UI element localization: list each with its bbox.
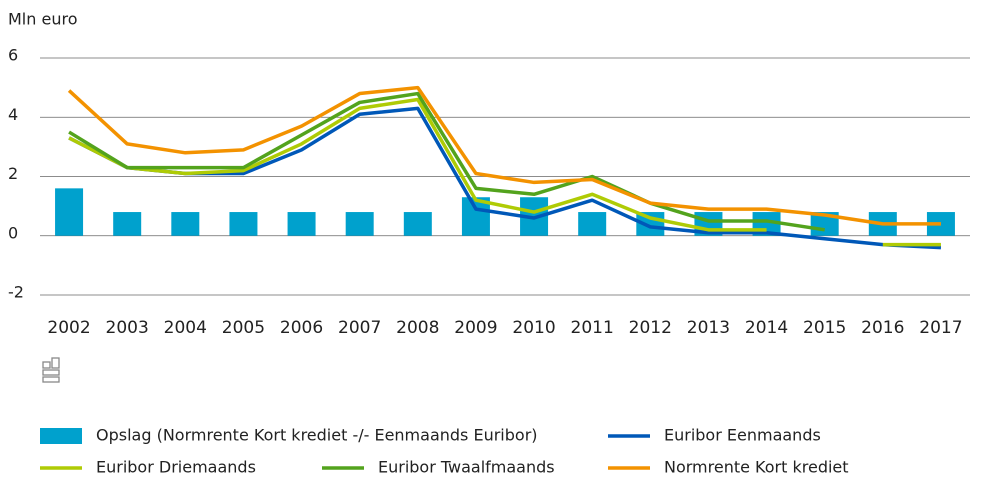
x-tick-label: 2004: [164, 318, 207, 338]
x-tick-label: 2012: [629, 318, 672, 338]
x-tick-label: 2006: [280, 318, 323, 338]
x-tick-label: 2005: [222, 318, 265, 338]
x-tick-label: 2011: [571, 318, 614, 338]
line: [68, 91, 825, 232]
line: [68, 97, 941, 247]
y-tick-label: 4: [8, 105, 18, 124]
legend-label: Euribor Eenmaands: [664, 426, 821, 445]
x-tick-label: 2007: [338, 318, 381, 338]
cbs-logo: [42, 357, 60, 383]
x-tick-label: 2010: [512, 318, 555, 338]
y-tick-label: 2: [8, 164, 18, 183]
x-tick-label: 2009: [454, 318, 497, 338]
y-axis-label: Mln euro: [8, 10, 77, 29]
x-tick-label: 2016: [861, 318, 904, 338]
x-tick-label: 2002: [47, 318, 90, 338]
legend-label: Euribor Twaalfmaands: [378, 458, 555, 477]
y-tick-label: 6: [8, 46, 18, 65]
bar: [345, 212, 374, 236]
legend-label: Euribor Driemaands: [96, 458, 256, 477]
legend-swatch: [40, 428, 82, 444]
bar: [171, 212, 200, 236]
bar: [229, 212, 258, 236]
line: [67, 85, 941, 226]
x-tick-label: 2015: [803, 318, 846, 338]
x-tick-label: 2003: [106, 318, 149, 338]
bar: [55, 188, 84, 236]
legend-label: Normrente Kort krediet: [664, 458, 849, 477]
bar: [403, 212, 432, 236]
y-tick-label: -2: [8, 283, 24, 302]
x-tick-label: 2017: [919, 318, 962, 338]
y-tick-label: 0: [8, 223, 18, 242]
x-tick-label: 2013: [687, 318, 730, 338]
x-tick-label: 2008: [396, 318, 439, 338]
bar: [578, 212, 607, 236]
bar: [113, 212, 142, 236]
bar: [287, 212, 316, 236]
x-tick-label: 2014: [745, 318, 788, 338]
legend-label: Opslag (Normrente Kort krediet -/- Eenma…: [96, 426, 538, 445]
